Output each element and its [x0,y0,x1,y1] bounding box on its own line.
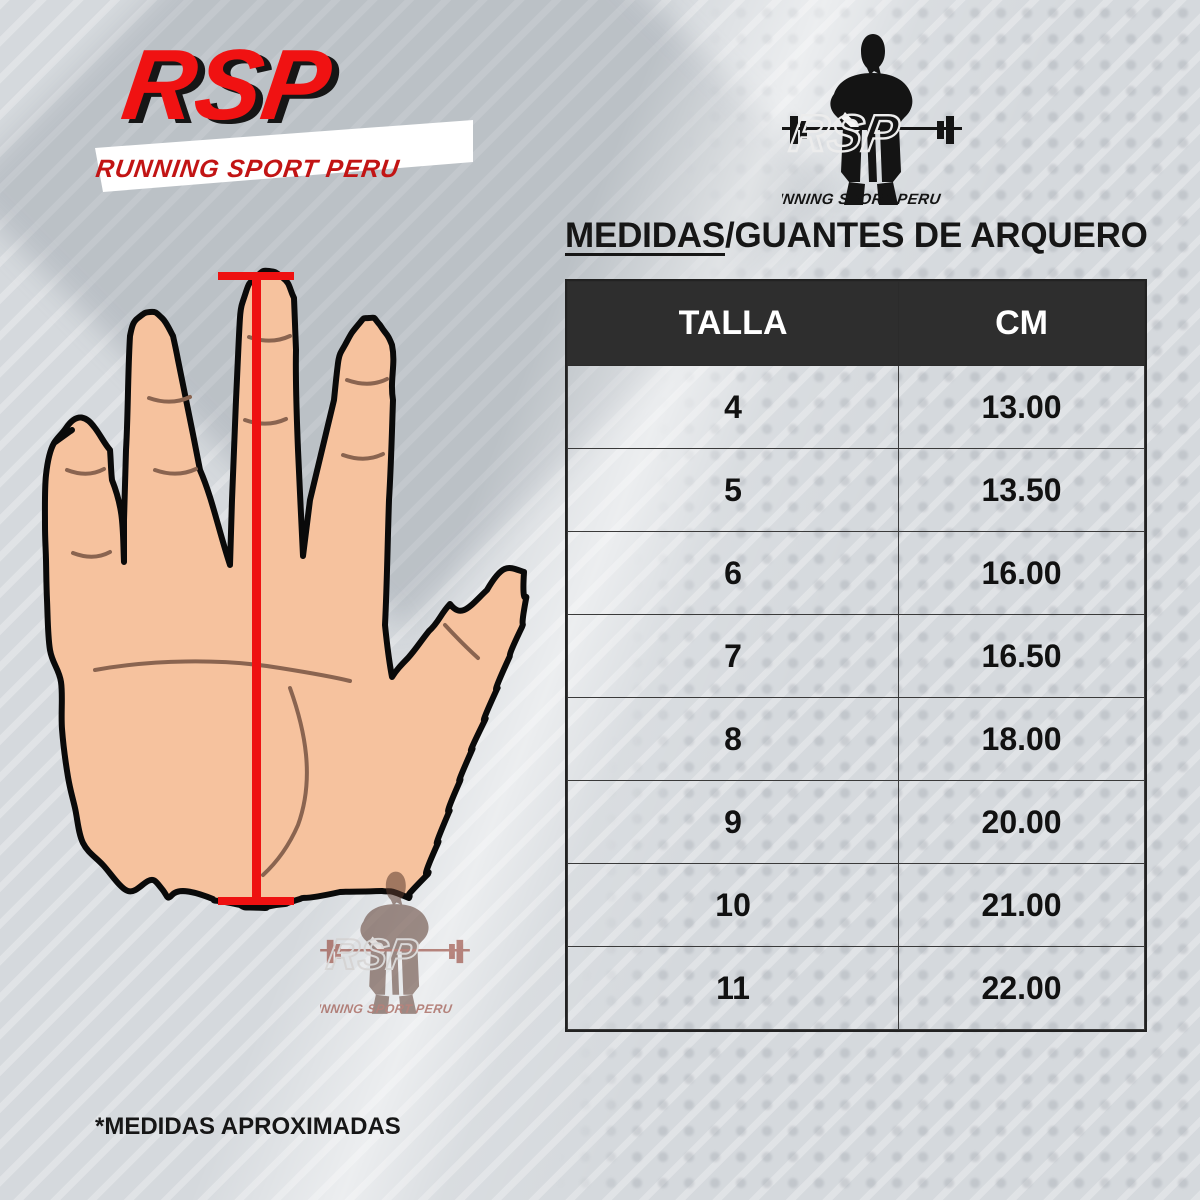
svg-text:RSP: RSP [323,931,421,979]
svg-text:RUNNING SPORT PERU: RUNNING SPORT PERU [320,1002,454,1016]
